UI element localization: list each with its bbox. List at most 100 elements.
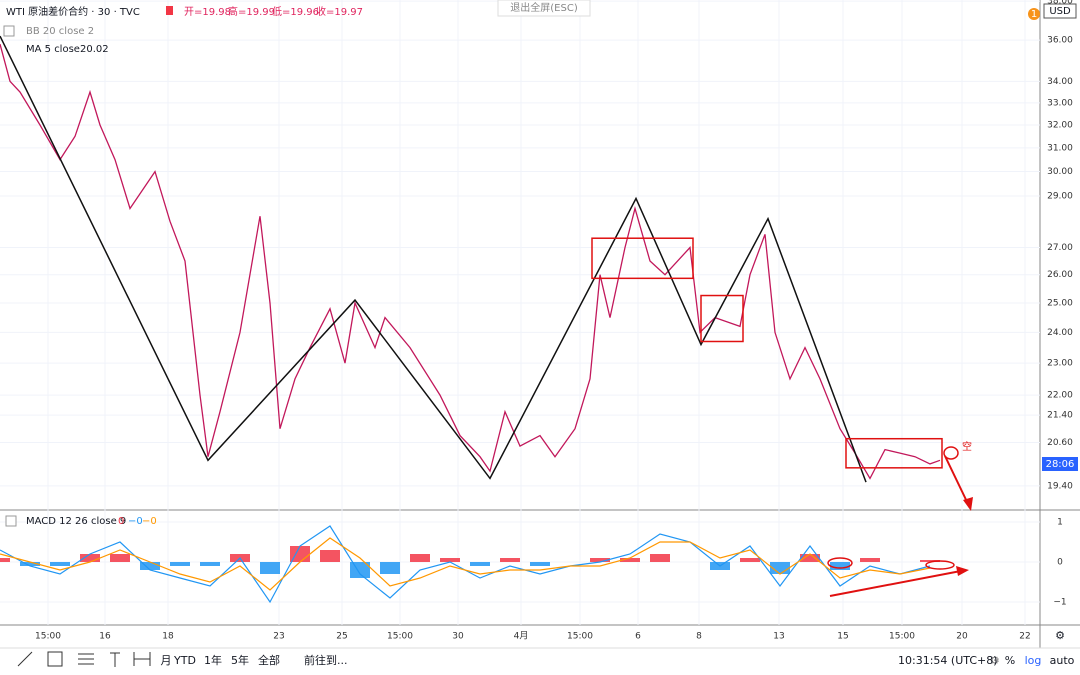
zigzag-line <box>0 35 867 483</box>
collapse-toggle[interactable] <box>3 25 15 37</box>
y-tick-label: 24.00 <box>1047 328 1073 338</box>
circle-mark <box>943 446 959 460</box>
histogram-bar <box>530 562 550 566</box>
range-button[interactable]: YTD <box>173 654 196 667</box>
y-tick-label: 38.00 <box>1047 0 1073 7</box>
x-tick-label: 6 <box>635 632 641 642</box>
currency: USD <box>1049 6 1071 17</box>
ohlc-low: 低=19.96 <box>272 5 319 18</box>
histogram-bar <box>320 550 340 562</box>
exit-button[interactable] <box>497 0 591 17</box>
x-tick-label: 15 <box>837 632 848 642</box>
scale-button[interactable]: log <box>1025 654 1042 667</box>
histogram-bar <box>200 562 220 566</box>
scale-button[interactable]: % <box>1005 654 1015 667</box>
toolbar: ⚙ ⚙ 月 YTD 1年 5年 全部 前往到... 10:31:54 (UTC+8)% log… <box>17 629 1075 667</box>
y-tick-label: 26.00 <box>1047 270 1073 280</box>
histogram-bar <box>0 558 10 562</box>
exit-fullscreen[interactable]: 退出全屏(ESC) <box>510 1 578 14</box>
circle-mark <box>827 557 853 569</box>
y-tick-label: 0 <box>1057 558 1063 568</box>
x-tick-label: 8 <box>696 632 702 642</box>
x-tick-label: 25 <box>336 632 347 642</box>
range-button[interactable]: 1年 <box>204 653 222 667</box>
y-tick-label: 21.40 <box>1047 411 1073 421</box>
histogram-bar <box>860 558 880 562</box>
histogram-bar <box>440 558 460 562</box>
grid <box>0 0 1040 625</box>
collapse-toggle[interactable] <box>5 515 17 527</box>
y-tick-label: 33.00 <box>1047 98 1073 108</box>
histogram-bar <box>650 554 670 562</box>
range-button[interactable]: 全部 <box>258 653 280 667</box>
arrow <box>829 569 967 597</box>
histogram-bar <box>260 562 280 574</box>
histogram-bar <box>20 562 40 566</box>
clock: 10:31:54 (UTC+8) <box>898 654 998 667</box>
gear[interactable]: ⚙ <box>1055 629 1065 642</box>
macd-value: −0 <box>142 516 157 527</box>
arrow-head <box>963 497 973 511</box>
x-tick-label: 4月 <box>514 631 529 642</box>
y-tick-label: 25.00 <box>1047 298 1073 308</box>
y-tick-label: −1 <box>1053 598 1066 608</box>
macd-title: MACD 12 26 close 9 <box>26 516 126 527</box>
x-tick-label: 15:00 <box>889 632 915 642</box>
alert-count[interactable]: 1 <box>1031 9 1037 20</box>
histogram-bar <box>140 562 160 570</box>
y-tick-label: 31.00 <box>1047 143 1073 153</box>
histogram-bar <box>920 560 940 562</box>
currency-box <box>1043 3 1077 19</box>
histogram-bar <box>410 554 430 562</box>
y-tick-label: 27.00 <box>1047 243 1073 253</box>
ohlc-high: 高=19.99 <box>228 5 275 18</box>
y-tick-label: 34.00 <box>1047 77 1073 87</box>
price-line <box>0 43 941 480</box>
circle-mark <box>925 560 955 570</box>
alert-badge[interactable] <box>1028 8 1040 20</box>
histogram-bar <box>470 562 490 566</box>
macd-value: 0 <box>118 516 124 527</box>
box-drawing <box>700 294 744 343</box>
scale-button[interactable]: auto <box>1050 654 1075 667</box>
histogram-bar <box>170 562 190 566</box>
price-badge <box>1042 457 1078 471</box>
range-button[interactable]: 月 <box>161 654 172 667</box>
range-button[interactable]: 5年 <box>231 653 249 667</box>
y-tick-label: 20.60 <box>1047 438 1073 448</box>
y-tick-label: 30.00 <box>1047 167 1073 177</box>
macd-value: −0 <box>128 516 143 527</box>
x-tick-label: 16 <box>99 632 111 642</box>
x-tick-label: 22 <box>1019 632 1030 642</box>
ma-value: 20.02 <box>80 44 109 55</box>
y-tick-label: 1 <box>1057 518 1063 528</box>
histogram-bar <box>620 558 640 562</box>
axes: 38.00 36.00 34.00 33.00 32.00 31.00 30.00 29.00… <box>35 0 1073 642</box>
x-tick-label: 20 <box>956 632 968 642</box>
histogram-bar <box>380 562 400 574</box>
histogram-bar <box>830 562 850 570</box>
settings-icon[interactable]: ⚙ <box>990 654 1000 667</box>
histogram-bar <box>590 558 610 562</box>
y-tick-label: 32.00 <box>1047 121 1073 131</box>
x-tick-label: 15:00 <box>387 632 413 642</box>
histogram-bar <box>110 554 130 562</box>
histogram-bar <box>800 554 820 562</box>
x-tick-label: 18 <box>162 632 174 642</box>
x-tick-label: 15:00 <box>35 632 61 642</box>
ohlc-open: 开=19.98 <box>184 7 231 18</box>
bb-legend: BB 20 close 2 <box>26 26 94 37</box>
y-tick-label: 19.40 <box>1047 481 1073 491</box>
x-tick-label: 23 <box>273 632 284 642</box>
macd-line <box>0 537 931 591</box>
histogram-bar <box>80 554 100 562</box>
ohlc-close: 收=19.97 <box>316 5 363 18</box>
drawing-tools[interactable] <box>17 651 151 667</box>
short-note: 空 <box>962 440 972 453</box>
y-tick-label: 22.00 <box>1047 391 1073 401</box>
flag-icon <box>166 6 173 15</box>
histogram-bar <box>500 558 520 562</box>
plot <box>0 35 943 604</box>
goto-button[interactable]: 前往到... <box>304 653 348 667</box>
